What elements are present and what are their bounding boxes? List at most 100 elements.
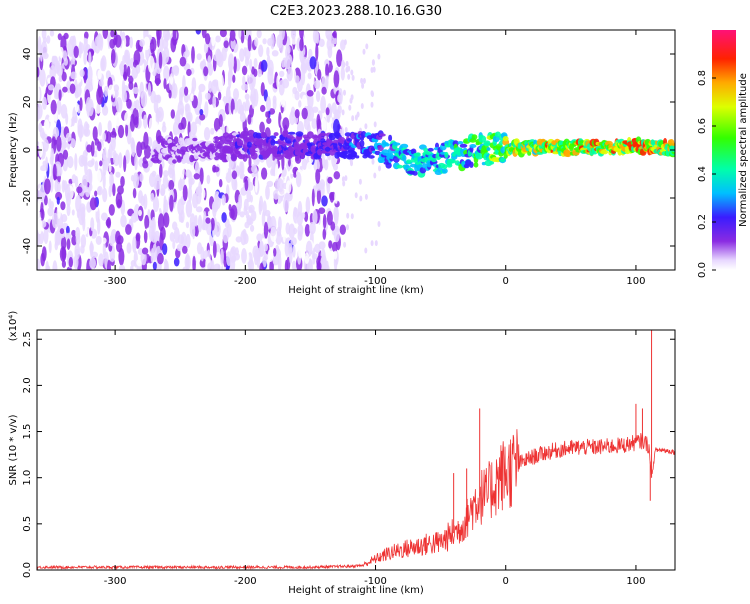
noise-cell [148,117,154,133]
noise-cell [238,197,242,210]
noise-cell [67,156,74,169]
noise-cell [251,96,256,109]
noise-cell [80,234,87,249]
noise-cell [159,163,163,178]
noise-cell [82,214,86,232]
noise-cell [266,117,272,124]
noise-cell [39,68,46,87]
noise-cell [88,51,92,66]
noise-cell [211,79,218,95]
noise-cell [108,162,112,173]
noise-cell [244,221,250,229]
noise-cell [98,253,104,267]
signal-cell [412,170,418,176]
noise-cell [151,121,159,129]
noise-cell [66,225,70,235]
noise-cell [178,212,182,223]
noise-cell [45,156,49,172]
noise-cell [65,132,72,142]
noise-cell [96,86,104,105]
noise-cell [331,51,336,67]
signal-cell [431,157,437,163]
noise-cell [364,123,368,130]
noise-cell [113,84,120,93]
noise-cell [123,155,127,173]
signal-cell [226,154,233,162]
noise-cell [212,240,217,259]
noise-cell [69,138,76,148]
noise-cell [118,152,123,169]
noise-cell [300,69,306,86]
noise-cell [254,37,259,47]
noise-cell [257,247,261,262]
signal-cell [483,140,491,147]
noise-cell [233,56,237,74]
signal-cell [344,132,352,137]
noise-cell [321,118,327,133]
noise-cell [223,40,229,49]
noise-cell [172,240,176,250]
noise-cell [285,98,291,117]
noise-cell [125,123,129,137]
noise-cell [166,30,171,41]
noise-cell [87,65,93,83]
noise-cell [94,190,98,197]
signal-cell [209,143,215,147]
noise-cell [37,258,41,270]
noise-cell [364,193,368,200]
signal-cell [270,138,276,146]
noise-cell [325,75,329,90]
signal-cell [260,131,267,139]
noise-cell [347,73,351,80]
noise-cell [276,75,280,89]
noise-cell [138,190,143,204]
noise-cell [92,126,98,141]
signal-cell [355,155,360,159]
signal-cell [388,134,393,142]
noise-cell [110,30,115,38]
signal-cell [282,130,289,138]
signal-cell [151,157,160,164]
noise-cell [295,172,302,188]
noise-cell [197,214,203,233]
noise-cell [168,89,172,99]
noise-cell [231,170,238,180]
noise-cell [153,181,161,190]
noise-cell [378,165,381,172]
noise-cell [47,207,54,217]
noise-cell [188,186,193,203]
noise-cell [342,61,346,68]
noise-cell [98,79,104,87]
noise-cell [152,243,157,261]
noise-cell [221,194,226,206]
noise-cell [184,86,189,96]
noise-cell [312,209,318,225]
noise-cell [266,96,271,112]
x-tick-label: 100 [626,276,645,287]
noise-cell [109,235,115,247]
noise-cell [130,260,136,267]
noise-cell [117,185,124,195]
noise-cell [68,256,74,268]
noise-cell [325,63,330,78]
y-tick-label: 20 [22,96,33,109]
noise-cell [121,79,126,97]
noise-cell [294,109,300,119]
noise-cell [205,33,211,45]
noise-cell [204,101,209,118]
signal-cell [423,148,429,153]
noise-cell [316,114,321,129]
noise-cell [163,212,170,228]
noise-cell [294,75,300,84]
noise-cell [131,212,138,223]
noise-cell [107,148,111,163]
noise-cell [54,241,59,251]
noise-cell [260,59,268,72]
noise-cell [196,53,202,61]
noise-cell [80,244,85,254]
noise-cell [270,168,275,176]
snr-y-axis: 0.0 0.5 1.0 1.5 2.0 2.5 [22,331,675,578]
noise-cell [50,148,55,163]
noise-cell [278,79,285,96]
colorbar-tick-label: 0.2 [697,214,708,230]
